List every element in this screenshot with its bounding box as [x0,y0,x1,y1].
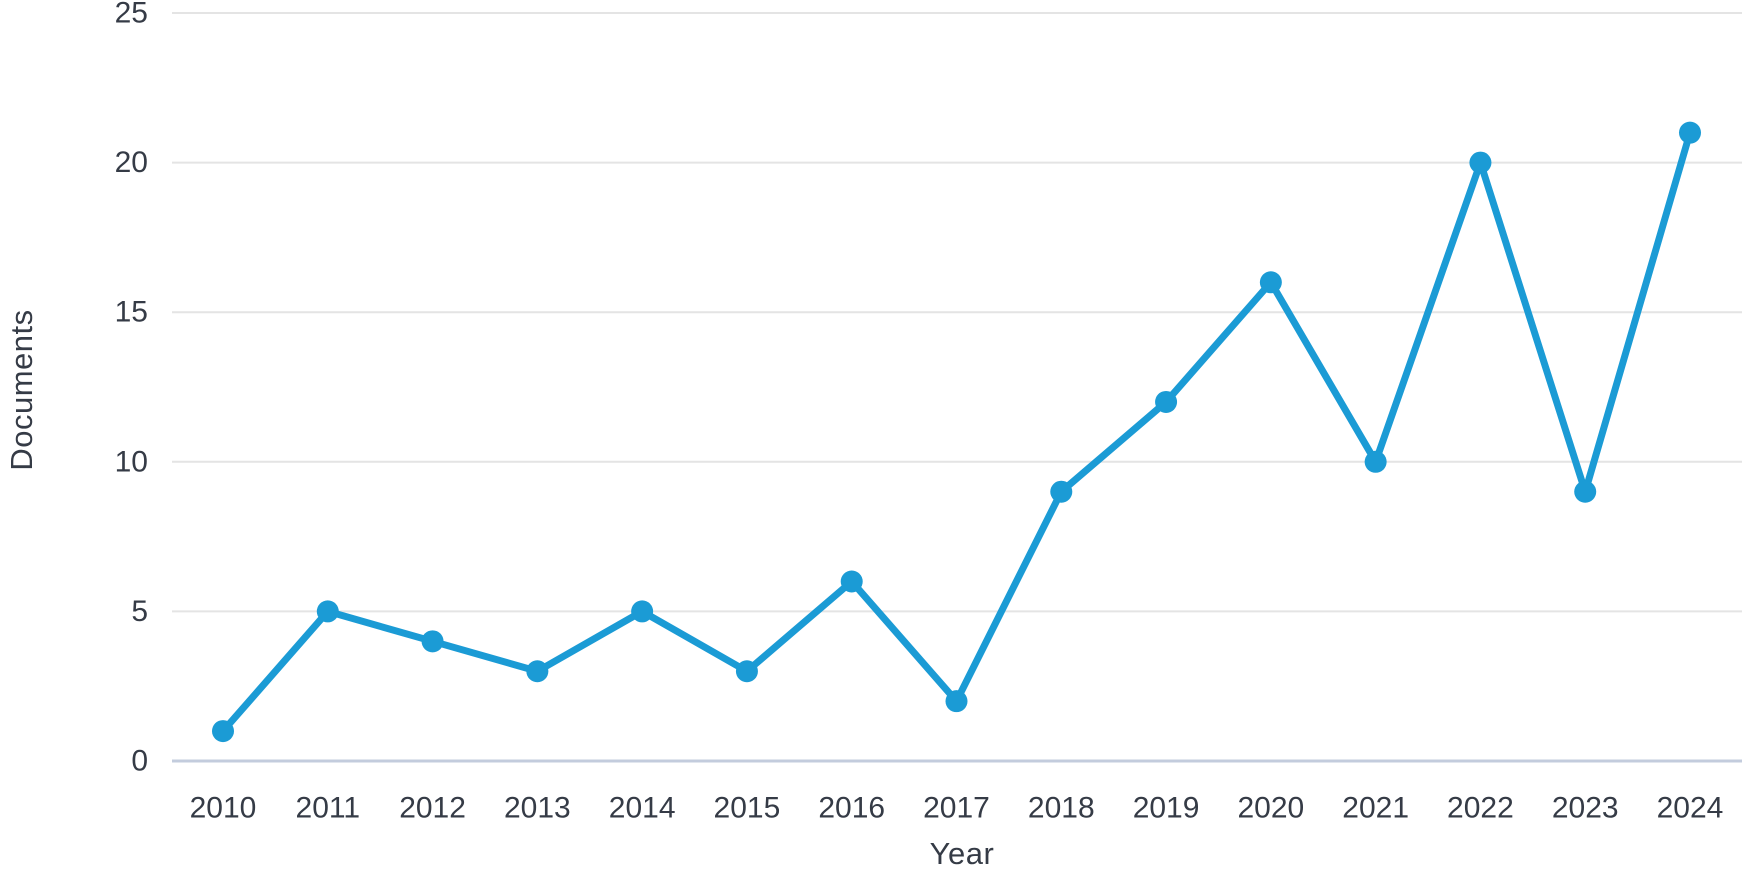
data-point[interactable] [1469,151,1492,174]
x-tick-label: 2022 [1447,792,1514,825]
x-tick-label: 2017 [923,792,990,825]
x-tick-label: 2021 [1342,792,1409,825]
data-point[interactable] [631,600,654,623]
x-tick-label: 2018 [1028,792,1095,825]
x-tick-label: 2012 [399,792,466,825]
y-tick-label: 25 [115,0,148,30]
y-tick-label: 10 [115,445,148,478]
x-tick-label: 2024 [1657,792,1724,825]
data-point[interactable] [421,630,444,653]
y-tick-label: 0 [131,745,148,778]
x-tick-label: 2015 [714,792,781,825]
data-point[interactable] [945,690,968,713]
data-point[interactable] [1155,390,1178,413]
x-tick-label: 2013 [504,792,571,825]
x-tick-label: 2011 [296,792,361,825]
data-point[interactable] [1679,121,1701,144]
x-tick-label: 2023 [1552,792,1619,825]
y-axis-title: Documents [4,309,39,471]
y-tick-label: 15 [115,296,148,329]
x-axis-title: Year [929,836,995,871]
data-point[interactable] [840,570,863,593]
x-tick-label: 2019 [1133,792,1200,825]
x-tick-label: 2014 [609,792,676,825]
data-point[interactable] [526,660,549,683]
x-tick-label: 2010 [190,792,257,825]
data-point[interactable] [316,600,339,623]
data-point[interactable] [1364,450,1387,473]
y-tick-label: 5 [131,595,148,628]
data-point[interactable] [1259,271,1282,294]
x-tick-label: 2020 [1237,792,1304,825]
data-point[interactable] [735,660,758,683]
x-tick-label: 2016 [818,792,885,825]
data-point[interactable] [212,720,234,743]
data-point[interactable] [1050,480,1073,503]
data-point[interactable] [1574,480,1597,503]
y-tick-label: 20 [115,146,148,179]
